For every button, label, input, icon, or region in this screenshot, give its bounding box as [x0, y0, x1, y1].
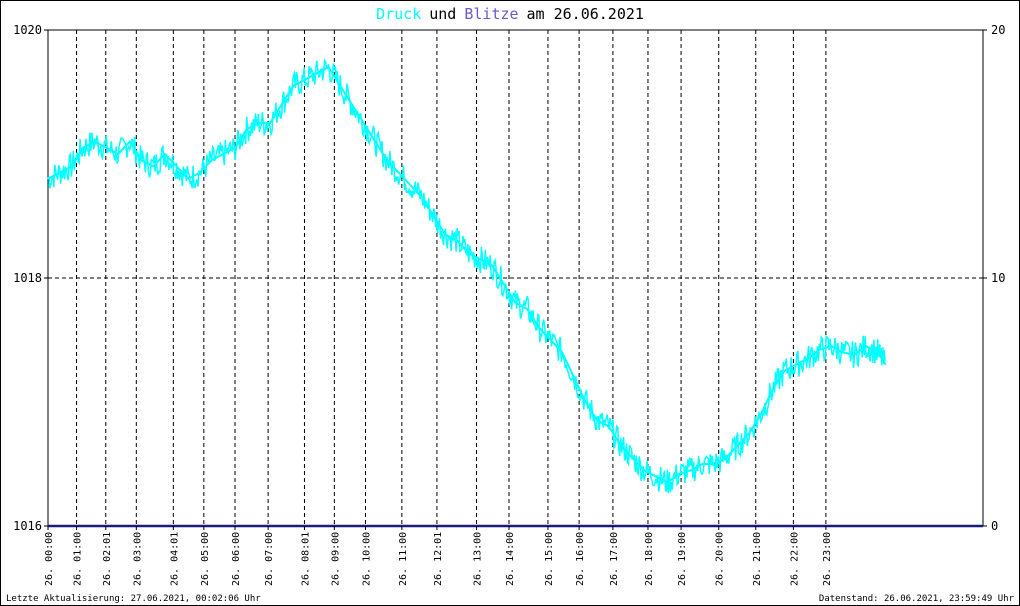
grid-lines [47, 30, 983, 526]
x-tick-label: 26. 09:00 [330, 532, 341, 586]
x-tick-label: 26. 14:00 [505, 532, 516, 586]
x-tick-label: 26. 11:00 [398, 532, 409, 586]
title-date: am 26.06.2021 [527, 5, 644, 23]
right-tick-label: 0 [991, 519, 998, 533]
x-tick-label: 26. 22:00 [789, 532, 800, 586]
x-tick-label: 26. 12:01 [433, 532, 444, 586]
x-tick-label: 26. 07:00 [264, 532, 275, 586]
x-tick-label: 26. 20:00 [715, 532, 726, 586]
x-tick-label: 26. 01:00 [73, 532, 84, 586]
right-axis-ticks: 20 10 0 [983, 23, 1005, 533]
x-tick-label: 26. 13:00 [473, 532, 484, 586]
x-tick-label: 26. 23:00 [822, 532, 833, 586]
x-tick-label: 26. 03:00 [132, 532, 143, 586]
title-blitze: Blitze [464, 5, 518, 23]
left-tick-label: 1018 [13, 271, 42, 285]
x-tick-label: 26. 06:00 [231, 532, 242, 586]
x-tick-label: 26. 02:01 [102, 532, 113, 586]
x-tick-label: 26. 21:00 [752, 532, 763, 586]
title-druck: Druck [376, 5, 421, 23]
series-druck-noise [47, 57, 886, 494]
right-tick-label: 20 [991, 23, 1005, 37]
x-tick-label: 26. 15:00 [544, 532, 555, 586]
chart-title: Druck und Blitze am 26.06.2021 [376, 5, 644, 23]
x-tick-label: 26. 19:00 [677, 532, 688, 586]
left-tick-label: 1016 [13, 519, 42, 533]
x-axis-ticks: 26. 00:00 26. 01:00 26. 02:01 26. 03:00 26. … [44, 526, 833, 586]
footer-data-state: Datenstand: 26.06.2021, 23:59:49 Uhr [819, 594, 1015, 604]
x-tick-label: 26. 16:00 [575, 532, 586, 586]
x-tick-label: 26. 10:00 [362, 532, 373, 586]
left-axis-ticks: 1020 1018 1016 [13, 23, 48, 533]
x-tick-label: 26. 05:00 [200, 532, 211, 586]
x-tick-label: 26. 00:00 [44, 532, 55, 586]
right-tick-label: 10 [991, 271, 1005, 285]
footer-last-update: Letzte Aktualisierung: 27.06.2021, 00:02… [6, 594, 261, 604]
x-tick-label: 26. 04:01 [169, 532, 180, 586]
x-tick-label: 26. 17:00 [609, 532, 620, 586]
x-tick-label: 26. 18:00 [644, 532, 655, 586]
x-tick-label: 26. 08:01 [300, 532, 311, 586]
left-tick-label: 1020 [13, 23, 42, 37]
title-und: und [429, 5, 456, 23]
